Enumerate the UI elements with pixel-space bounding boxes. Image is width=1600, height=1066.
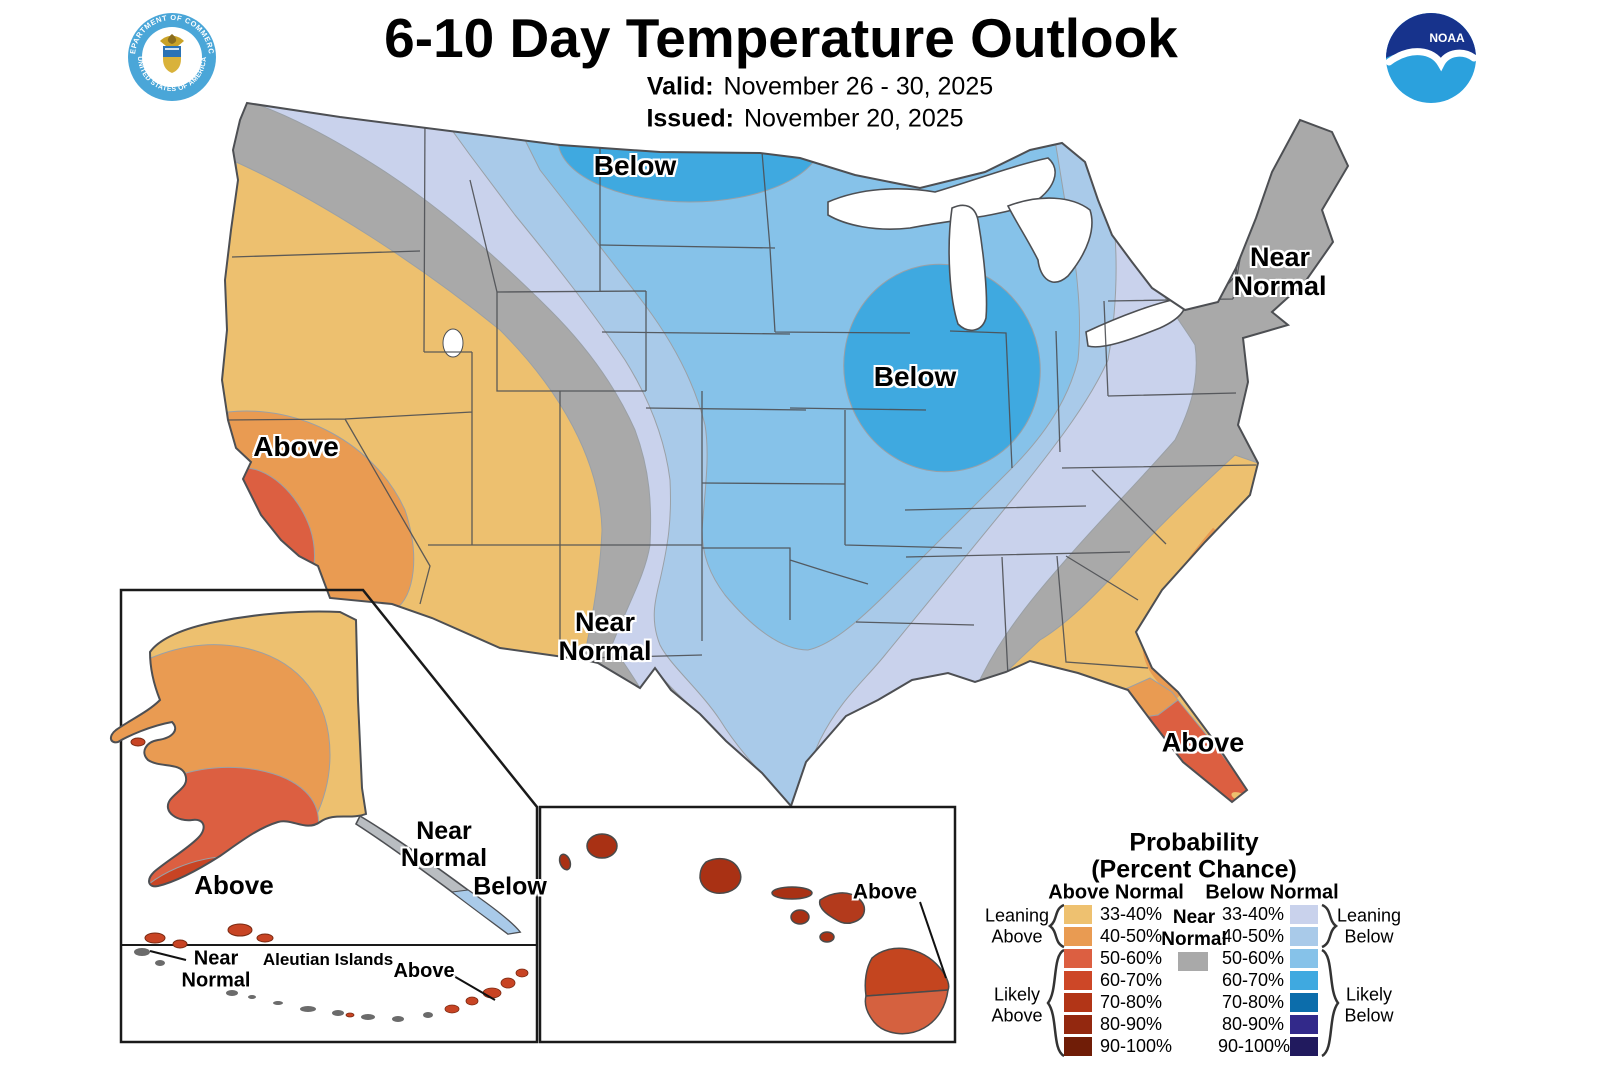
- alaska-islands: [130, 737, 274, 949]
- legend-range-above-50-60: 50-60%: [1100, 948, 1163, 968]
- valid-line: Valid: November 26 - 30, 2025: [647, 73, 993, 102]
- map-label-above-southeast: Above: [1161, 727, 1245, 758]
- legend-range-below-70-80: 70-80%: [1221, 992, 1284, 1012]
- legend-range-below-60-70: 60-70%: [1221, 970, 1284, 990]
- page-title: 6-10 Day Temperature Outlook: [384, 7, 1178, 69]
- issued-line: Issued: November 20, 2025: [646, 105, 963, 134]
- legend-title-line1: Probability: [1129, 828, 1259, 857]
- map-label-alaska-near-normal: Near Normal: [400, 817, 488, 872]
- legend-range-below-90-100: 90-100%: [1218, 1036, 1291, 1056]
- map-label-near-normal-northeast: Near Normal: [1233, 241, 1327, 301]
- issued-value: November 20, 2025: [743, 104, 964, 133]
- map-label-near-normal-south: Near Normal: [558, 606, 652, 666]
- map-label-aleutian-near-normal: Near Normal: [181, 947, 251, 991]
- aleutian-islands-chain: [134, 948, 529, 1022]
- eagle-icon: [160, 34, 184, 73]
- legend-range-above-60-70: 60-70%: [1100, 970, 1163, 990]
- map-label-alaska-below: Below: [473, 872, 547, 901]
- legend-swatch-above-90-100: [1064, 1037, 1092, 1056]
- legend-range-below-33-40: 33-40%: [1221, 904, 1284, 924]
- map-label-hawaii-above: Above: [852, 880, 918, 904]
- legend-swatch-below-60-70: [1290, 971, 1318, 990]
- hawaii-inset: [538, 805, 957, 1044]
- legend-range-below-40-50: 40-50%: [1221, 926, 1284, 946]
- great-salt-lake: [442, 328, 464, 358]
- map-label-alaska-above: Above: [194, 869, 274, 900]
- legend-swatch-near-normal: [1178, 952, 1208, 971]
- legend-swatch-below-33-40: [1290, 905, 1318, 924]
- legend-below-header: Below Normal: [1205, 881, 1339, 904]
- map-label-aleutian-islands: Aleutian Islands: [262, 949, 394, 969]
- valid-label: Valid:: [646, 72, 714, 101]
- map-label-aleutian-above: Above: [393, 960, 455, 983]
- legend-swatch-above-50-60: [1064, 949, 1092, 968]
- legend-braces: [1046, 903, 1340, 1058]
- issued-label: Issued:: [646, 104, 734, 133]
- legend-range-above-90-100: 90-100%: [1100, 1036, 1173, 1056]
- valid-value: November 26 - 30, 2025: [723, 72, 994, 101]
- legend-range-above-70-80: 70-80%: [1100, 992, 1163, 1012]
- legend-range-below-80-90: 80-90%: [1221, 1014, 1284, 1034]
- legend-above-header: Above Normal: [1048, 881, 1184, 904]
- probability-legend: Probability (Percent Chance) Above Norma…: [980, 810, 1600, 1066]
- map-label-below-central: Below: [873, 360, 957, 392]
- legend-group-leaning-below: Leaning Below: [1336, 905, 1402, 946]
- map-label-below-north: Below: [593, 149, 677, 181]
- legend-near-normal-label: Near Normal: [1161, 907, 1227, 950]
- noaa-logo-text: NOAA: [1429, 31, 1465, 45]
- legend-swatch-above-60-70: [1064, 971, 1092, 990]
- legend-range-above-40-50: 40-50%: [1100, 926, 1163, 946]
- legend-range-above-80-90: 80-90%: [1100, 1014, 1163, 1034]
- legend-group-likely-below: Likely Below: [1344, 984, 1394, 1025]
- map-label-above-west: Above: [253, 430, 339, 462]
- legend-swatch-below-70-80: [1290, 993, 1318, 1012]
- legend-swatch-above-80-90: [1064, 1015, 1092, 1034]
- legend-group-leaning-above: Leaning Above: [984, 905, 1050, 946]
- noaa-logo: NOAA: [1385, 13, 1478, 103]
- legend-swatch-above-40-50: [1064, 927, 1092, 946]
- legend-range-above-33-40: 33-40%: [1100, 904, 1163, 924]
- legend-swatch-below-90-100: [1290, 1037, 1318, 1056]
- alaska-inset-box: [119, 588, 539, 1044]
- legend-swatch-below-40-50: [1290, 927, 1318, 946]
- legend-group-likely-above: Likely Above: [991, 984, 1043, 1025]
- department-of-commerce-seal: DEPARTMENT OF COMMERCE UNITED STATES OF …: [127, 12, 216, 101]
- legend-swatch-below-80-90: [1290, 1015, 1318, 1034]
- legend-swatch-above-33-40: [1064, 905, 1092, 924]
- legend-title-line2: (Percent Chance): [1091, 855, 1297, 884]
- legend-swatch-below-50-60: [1290, 949, 1318, 968]
- state-borders: [226, 112, 1257, 677]
- hawaii-islands: [558, 833, 950, 1035]
- legend-swatch-above-70-80: [1064, 993, 1092, 1012]
- legend-range-below-50-60: 50-60%: [1221, 948, 1284, 968]
